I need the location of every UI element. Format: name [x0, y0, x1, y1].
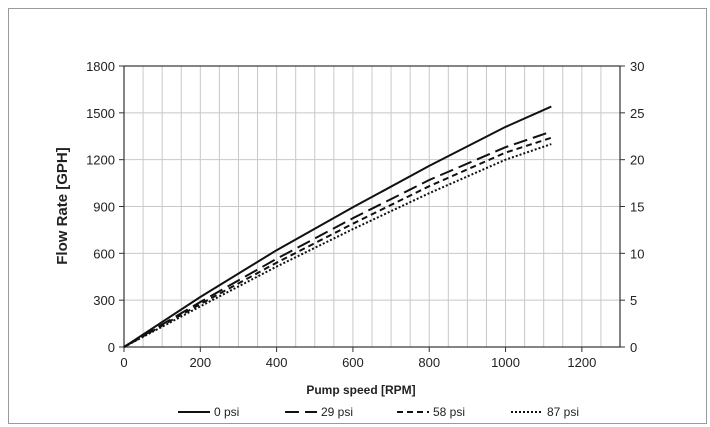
x-tick-label: 0 — [120, 355, 127, 370]
y-tick-label: 1500 — [86, 106, 115, 121]
x-tick-label: 200 — [189, 355, 211, 370]
series-line — [123, 143, 552, 348]
legend-label: 87 psi — [547, 405, 579, 419]
y2-tick-label: 0 — [630, 340, 637, 355]
x-tick-label: 800 — [418, 355, 440, 370]
y-tick-label: 600 — [93, 246, 115, 261]
series-line — [123, 105, 552, 348]
y-tick-label: 300 — [93, 293, 115, 308]
x-tick-label: 1200 — [567, 355, 596, 370]
y2-tick-label: 25 — [630, 106, 644, 121]
series-line — [123, 130, 552, 348]
legend-label: 29 psi — [321, 405, 353, 419]
y2-tick-label: 20 — [630, 153, 644, 168]
y2-tick-label: 30 — [630, 59, 644, 74]
x-tick-label: 600 — [342, 355, 364, 370]
y-tick-label: 0 — [108, 340, 115, 355]
y2-tick-label: 15 — [630, 200, 644, 215]
y2-tick-label: 5 — [630, 293, 637, 308]
axes — [119, 65, 625, 352]
y-axis-label: Flow Rate [GPH] — [54, 147, 71, 265]
series-lines — [123, 105, 552, 348]
tick-labels: 0 200 400 600 800 1000 12000300600900120015001… — [86, 59, 644, 370]
x-axis-label: Pump speed [RPM] — [306, 383, 415, 397]
legend-label: 0 psi — [214, 405, 239, 419]
x-tick-label: 1000 — [491, 355, 520, 370]
legend-label: 58 psi — [433, 405, 465, 419]
y-tick-label: 900 — [93, 200, 115, 215]
y-tick-label: 1200 — [86, 153, 115, 168]
x-tick-label: 400 — [266, 355, 288, 370]
y2-tick-label: 10 — [630, 246, 644, 261]
chart-frame — [8, 8, 707, 424]
legend: 0 psi 29 psi 58 psi 87 psi — [178, 405, 579, 419]
series-line — [123, 136, 552, 348]
grid — [124, 66, 620, 347]
y-tick-label: 1800 — [86, 59, 115, 74]
